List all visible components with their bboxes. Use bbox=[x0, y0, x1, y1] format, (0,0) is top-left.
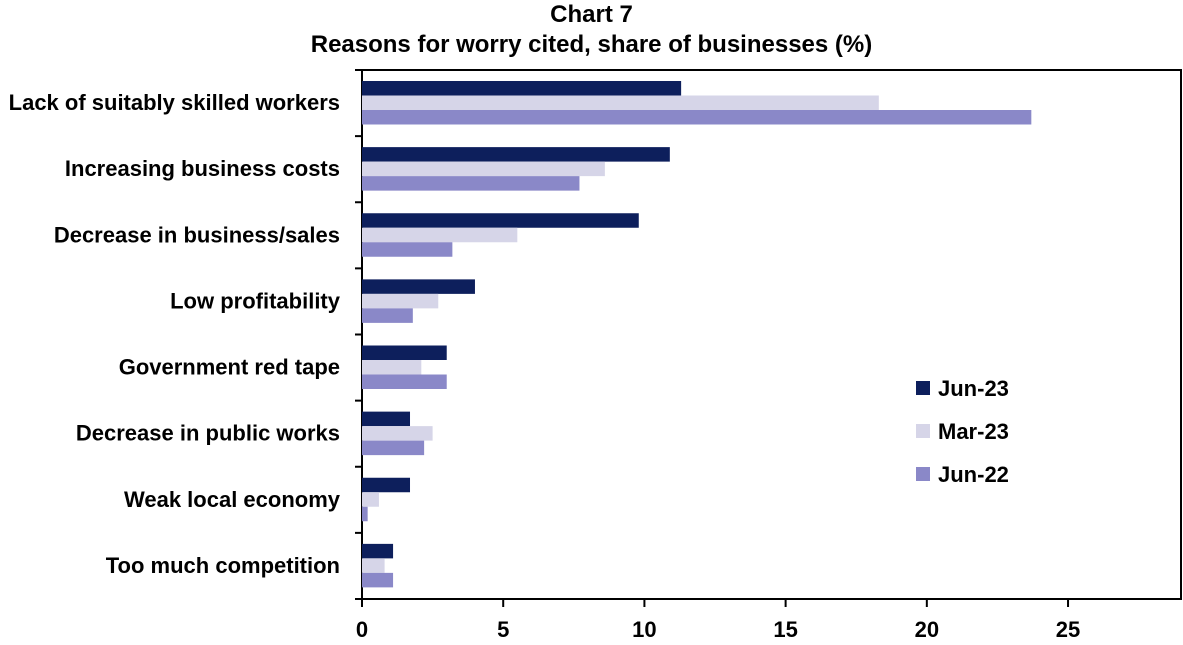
chart-title-block: Chart 7 Reasons for worry cited, share o… bbox=[0, 0, 1183, 60]
bar-jun-23-7 bbox=[362, 477, 411, 493]
bar-mar-23-1 bbox=[362, 95, 879, 110]
bar-mar-23-8 bbox=[362, 558, 385, 573]
x-tick-label: 0 bbox=[356, 617, 368, 642]
bar-jun-23-5 bbox=[362, 345, 447, 360]
bar-jun-22-3 bbox=[362, 242, 453, 257]
bar-mar-23-6 bbox=[362, 426, 433, 441]
bar-mar-23-5 bbox=[362, 360, 422, 375]
bar-jun-22-8 bbox=[362, 572, 394, 588]
chart-title: Chart 7 bbox=[550, 1, 633, 28]
bar-jun-22-5 bbox=[362, 374, 447, 389]
bar-jun-23-8 bbox=[362, 543, 394, 559]
category-label: Low profitability bbox=[170, 288, 341, 313]
legend-swatch-jun-23 bbox=[916, 381, 930, 395]
legend-label-mar-23: Mar-23 bbox=[938, 419, 1009, 444]
category-label: Decrease in public works bbox=[76, 421, 340, 446]
bar-mar-23-4 bbox=[362, 293, 439, 309]
chart-subtitle: Reasons for worry cited, share of busine… bbox=[310, 31, 873, 58]
bar-jun-23-6 bbox=[362, 411, 411, 427]
bar-mar-23-3 bbox=[362, 227, 518, 243]
x-tick-label: 10 bbox=[632, 617, 656, 642]
legend-label-jun-23: Jun-23 bbox=[938, 376, 1009, 401]
bar-jun-22-7 bbox=[362, 506, 368, 522]
bar-jun-23-4 bbox=[362, 279, 475, 294]
bar-mar-23-7 bbox=[362, 492, 379, 507]
category-label: Weak local economy bbox=[124, 487, 341, 512]
bar-jun-23-3 bbox=[362, 213, 639, 228]
legend-label-jun-22: Jun-22 bbox=[938, 462, 1009, 487]
category-label: Increasing business costs bbox=[65, 156, 340, 181]
bar-jun-23-1 bbox=[362, 81, 682, 96]
legend-swatch-mar-23 bbox=[916, 424, 930, 438]
x-tick-label: 15 bbox=[773, 617, 797, 642]
legend-swatch-jun-22 bbox=[916, 467, 930, 481]
category-label: Lack of suitably skilled workers bbox=[9, 90, 340, 115]
bar-jun-23-2 bbox=[362, 147, 670, 162]
x-tick-label: 5 bbox=[497, 617, 509, 642]
category-label: Decrease in business/sales bbox=[54, 222, 340, 247]
bar-jun-22-1 bbox=[362, 110, 1032, 125]
x-tick-label: 25 bbox=[1056, 617, 1080, 642]
bar-jun-22-6 bbox=[362, 440, 425, 456]
category-label: Government red tape bbox=[119, 355, 340, 380]
category-label: Too much competition bbox=[106, 553, 340, 578]
bar-jun-22-4 bbox=[362, 308, 413, 323]
x-tick-label: 20 bbox=[915, 617, 939, 642]
bar-mar-23-2 bbox=[362, 161, 605, 177]
bar-jun-22-2 bbox=[362, 176, 580, 191]
